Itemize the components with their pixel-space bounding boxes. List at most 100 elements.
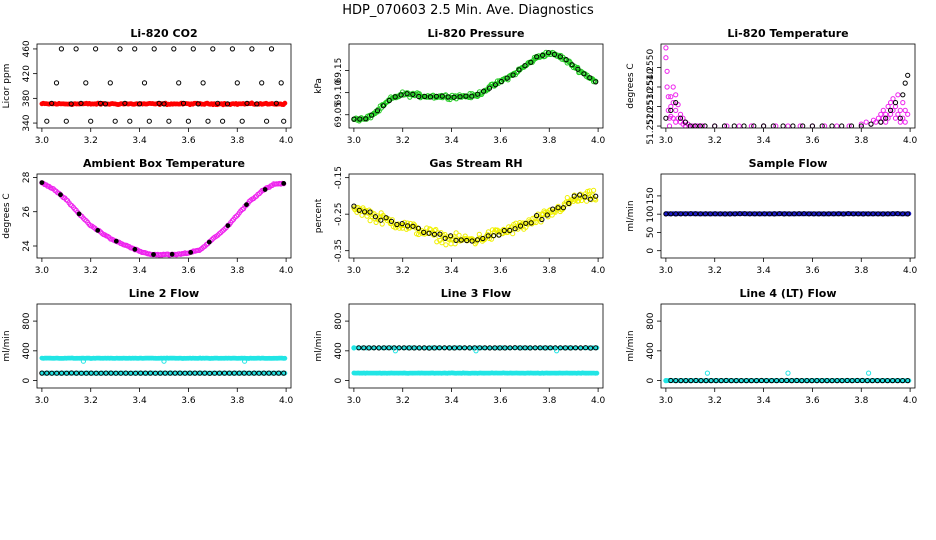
data-point bbox=[723, 377, 729, 384]
data-point bbox=[850, 211, 857, 217]
data-point bbox=[226, 370, 232, 376]
data-point bbox=[542, 345, 548, 351]
data-point bbox=[763, 378, 770, 384]
data-point bbox=[474, 237, 481, 243]
data-point bbox=[780, 123, 786, 128]
data-point bbox=[142, 370, 149, 376]
plot-frame bbox=[348, 303, 604, 389]
data-point bbox=[416, 93, 422, 100]
data-point bbox=[132, 46, 138, 52]
data-point bbox=[381, 345, 387, 351]
data-point bbox=[587, 75, 593, 81]
data-point bbox=[190, 46, 196, 52]
data-point bbox=[883, 115, 889, 121]
data-point bbox=[540, 52, 546, 58]
data-point bbox=[388, 218, 395, 224]
data-point bbox=[895, 378, 901, 384]
data-point bbox=[448, 241, 454, 247]
data-point bbox=[171, 46, 177, 52]
data-point bbox=[550, 206, 556, 212]
data-point bbox=[437, 231, 443, 237]
x-tick-label: 3.2 bbox=[84, 136, 98, 146]
data-point bbox=[351, 116, 357, 122]
data-point bbox=[786, 211, 792, 217]
data-point bbox=[673, 92, 679, 98]
data-point bbox=[477, 345, 483, 351]
data-point bbox=[761, 123, 767, 128]
data-point bbox=[791, 211, 797, 217]
data-point bbox=[737, 211, 743, 217]
x-tick-label: 3.8 bbox=[854, 266, 869, 276]
data-point bbox=[781, 211, 787, 217]
data-point bbox=[88, 118, 94, 124]
panel-pressure: Li-820 Pressure kPa 3.0 3.2 3.4 3.6 3.8 4.0 69.0… bbox=[314, 27, 606, 146]
data-point bbox=[271, 370, 277, 376]
x-tick-label: 3.8 bbox=[542, 266, 557, 276]
x-tick-label: 3.2 bbox=[396, 396, 410, 406]
data-point bbox=[840, 211, 847, 217]
y-tick-label: 51.2520 bbox=[646, 107, 656, 144]
data-point bbox=[547, 345, 553, 351]
data-point bbox=[487, 345, 493, 351]
data-point bbox=[531, 219, 537, 225]
data-point bbox=[207, 370, 213, 376]
plot-frame bbox=[348, 43, 604, 129]
data-point bbox=[905, 72, 911, 78]
data-point bbox=[156, 100, 162, 106]
y-tick-label: 150 bbox=[646, 187, 656, 204]
data-point bbox=[216, 370, 223, 376]
data-point bbox=[544, 212, 550, 218]
data-point bbox=[527, 345, 533, 351]
data-point bbox=[268, 46, 275, 52]
data-point bbox=[702, 211, 709, 217]
data-point bbox=[392, 94, 398, 100]
data-point bbox=[797, 123, 803, 128]
panel-ambient: Ambient Box Temperature degrees C 3.0 3.2 3.… bbox=[2, 157, 294, 276]
y-axis-label: percent bbox=[314, 198, 324, 233]
x-tick-label: 3.6 bbox=[493, 136, 508, 146]
y-tick-label: 340 bbox=[22, 114, 32, 131]
data-point bbox=[670, 100, 676, 106]
data-point bbox=[507, 345, 513, 351]
data-point bbox=[210, 46, 216, 52]
data-point bbox=[578, 345, 584, 351]
data-point bbox=[53, 80, 60, 86]
y-tick-label: 400 bbox=[22, 342, 32, 359]
data-point bbox=[728, 378, 734, 384]
data-point bbox=[523, 220, 529, 226]
data-point bbox=[512, 345, 518, 351]
data-point bbox=[386, 345, 392, 351]
data-point bbox=[39, 180, 45, 185]
data-point bbox=[836, 211, 842, 217]
data-point bbox=[905, 111, 911, 117]
data-point bbox=[231, 370, 237, 376]
data-point bbox=[593, 197, 599, 203]
data-point bbox=[516, 67, 522, 73]
data-point bbox=[266, 370, 272, 376]
y-tick-label: -0.25 bbox=[334, 203, 344, 226]
data-point bbox=[533, 219, 539, 226]
data-point bbox=[517, 345, 523, 351]
data-point bbox=[757, 211, 763, 217]
data-point bbox=[180, 100, 187, 106]
data-point bbox=[848, 123, 855, 128]
data-point bbox=[678, 211, 684, 217]
data-point bbox=[426, 345, 432, 351]
x-tick-label: 3.2 bbox=[84, 266, 98, 276]
data-point bbox=[591, 79, 597, 85]
data-point bbox=[819, 378, 825, 384]
data-point bbox=[892, 115, 899, 121]
panel-title: Sample Flow bbox=[749, 157, 828, 170]
y-tick-label: 0 bbox=[334, 377, 344, 383]
data-point bbox=[809, 378, 815, 384]
data-point bbox=[688, 211, 694, 217]
data-point bbox=[880, 211, 886, 217]
data-point bbox=[769, 378, 775, 384]
x-tick-label: 3.4 bbox=[132, 266, 147, 276]
data-point bbox=[880, 115, 886, 121]
data-point bbox=[902, 119, 908, 125]
data-point bbox=[482, 345, 488, 351]
data-point bbox=[492, 82, 498, 88]
data-point bbox=[673, 107, 679, 114]
data-point bbox=[552, 345, 558, 351]
